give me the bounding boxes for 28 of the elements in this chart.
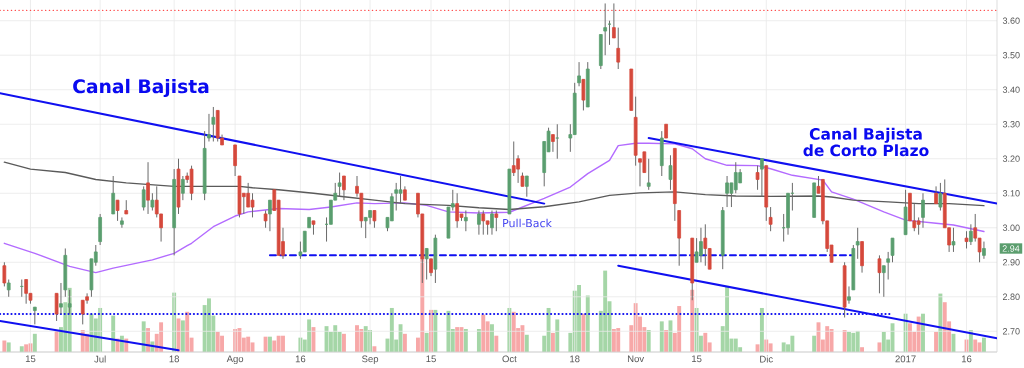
y-tick-label: 3.50 bbox=[1002, 52, 1020, 59]
y-tick-label: 2.70 bbox=[1002, 328, 1020, 335]
x-tick-label: Nov bbox=[627, 355, 645, 363]
x-tick-label: Sep bbox=[362, 355, 379, 365]
y-tick-label: 3.00 bbox=[1002, 224, 1020, 231]
y-tick-label: 3.40 bbox=[1002, 86, 1020, 93]
text: 2.94 bbox=[1002, 245, 1020, 252]
x-tick-label: 2017 bbox=[895, 355, 916, 363]
y-tick-label: 3.30 bbox=[1002, 121, 1020, 128]
x-tick-label: 18 bbox=[570, 355, 580, 363]
x-tick-label: 15 bbox=[25, 355, 36, 363]
y-tick-label: 2.80 bbox=[1002, 293, 1020, 300]
y-tick-label: 2.90 bbox=[1002, 259, 1020, 266]
x-tick-label: 16 bbox=[961, 355, 972, 363]
x-tick-label: 15 bbox=[692, 355, 702, 363]
annotation: Pull-Back bbox=[503, 218, 552, 228]
x-tick-label: 15 bbox=[426, 355, 436, 363]
x-tick-label: Dic bbox=[760, 355, 773, 363]
x-tick-label: Jul bbox=[94, 355, 106, 363]
annotation: Canal Bajista de Corto Plazo bbox=[803, 127, 929, 157]
annotation: Canal Bajista bbox=[73, 78, 209, 98]
x-tick-label: 16 bbox=[295, 355, 306, 363]
x-tick-label: 18 bbox=[169, 355, 180, 363]
y-tick-label: 3.60 bbox=[1002, 17, 1020, 24]
x-tick-label: Ago bbox=[226, 355, 244, 365]
y-tick-label: 3.10 bbox=[1002, 190, 1020, 197]
y-tick-label: 3.20 bbox=[1002, 155, 1020, 162]
x-tick-label: Oct bbox=[502, 355, 517, 363]
